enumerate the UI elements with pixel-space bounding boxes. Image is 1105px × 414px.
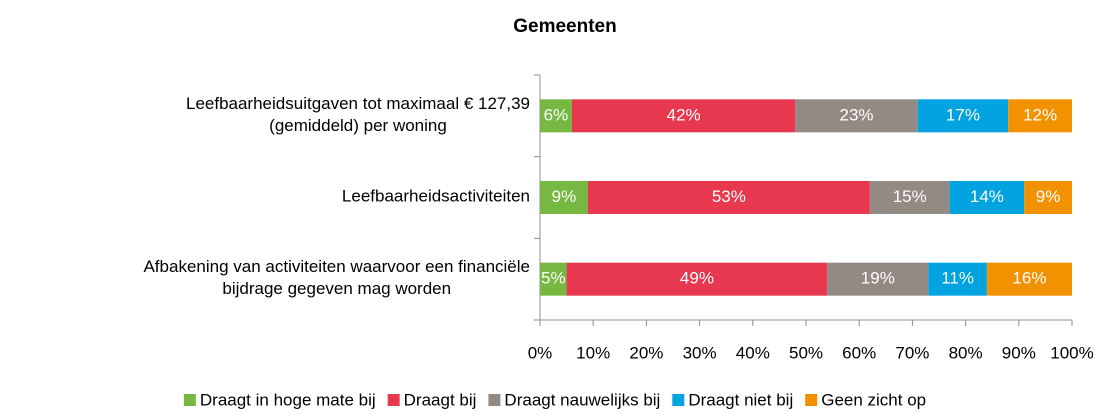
- legend-label: Geen zicht op: [821, 390, 926, 409]
- data-label: 5%: [541, 269, 566, 288]
- x-tick-label: 30%: [683, 343, 717, 362]
- x-tick-label: 70%: [895, 343, 929, 362]
- legend-label: Draagt bij: [404, 390, 477, 409]
- x-tick-label: 100%: [1050, 343, 1093, 362]
- x-tick-label: 10%: [576, 343, 610, 362]
- data-label: 16%: [1012, 269, 1046, 288]
- data-label: 42%: [667, 105, 701, 124]
- bar-segment: [1024, 181, 1072, 214]
- legend-swatch: [183, 394, 196, 406]
- legend-label: Draagt niet bij: [688, 390, 793, 409]
- bar-segment: [869, 181, 950, 214]
- x-tick-label: 90%: [1002, 343, 1036, 362]
- data-label: 49%: [680, 269, 714, 288]
- x-tick-label: 0%: [528, 343, 553, 362]
- legend-swatch: [488, 394, 501, 406]
- category-label: Leefbaarheidsactiviteiten: [342, 187, 530, 206]
- chart-title: Gemeenten: [513, 16, 616, 37]
- data-label: 15%: [893, 187, 927, 206]
- data-label: 9%: [1036, 187, 1061, 206]
- bar-segment: [917, 99, 1009, 133]
- data-label: 23%: [840, 105, 874, 124]
- x-tick-label: 20%: [629, 343, 663, 362]
- data-label: 9%: [552, 187, 577, 206]
- x-tick-label: 80%: [949, 343, 983, 362]
- bar-segment: [566, 262, 828, 296]
- bar-segment: [587, 181, 870, 214]
- legend-swatch: [387, 394, 400, 406]
- category-label: Leefbaarheidsuitgaven tot maximaal € 127…: [186, 94, 530, 135]
- x-tick-label: 50%: [789, 343, 823, 362]
- legend-swatch: [672, 394, 685, 406]
- bar-segment: [1008, 99, 1072, 133]
- x-tick-label: 60%: [842, 343, 876, 362]
- data-label: 12%: [1023, 105, 1057, 124]
- category-label: Afbakening van activiteiten waarvoor een…: [143, 258, 530, 299]
- legend-label: Draagt nauwelijks bij: [504, 390, 660, 409]
- data-label: 6%: [544, 105, 569, 124]
- data-label: 14%: [970, 187, 1004, 206]
- data-label: 53%: [712, 187, 746, 206]
- bar-segment: [795, 99, 918, 133]
- bar-segment: [540, 181, 588, 214]
- data-label: 11%: [941, 269, 974, 288]
- bar-segment: [949, 181, 1025, 214]
- legend-swatch: [805, 394, 818, 406]
- bar-segment: [540, 99, 572, 133]
- bar-segment: [540, 262, 567, 296]
- bar-segment: [986, 262, 1072, 296]
- x-tick-label: 40%: [736, 343, 770, 362]
- data-label: 19%: [861, 269, 895, 288]
- bar-segment: [928, 262, 987, 296]
- bar-segment: [571, 99, 796, 133]
- bar-segment: [827, 262, 929, 296]
- legend-label: Draagt in hoge mate bij: [200, 390, 376, 409]
- data-label: 17%: [946, 105, 980, 124]
